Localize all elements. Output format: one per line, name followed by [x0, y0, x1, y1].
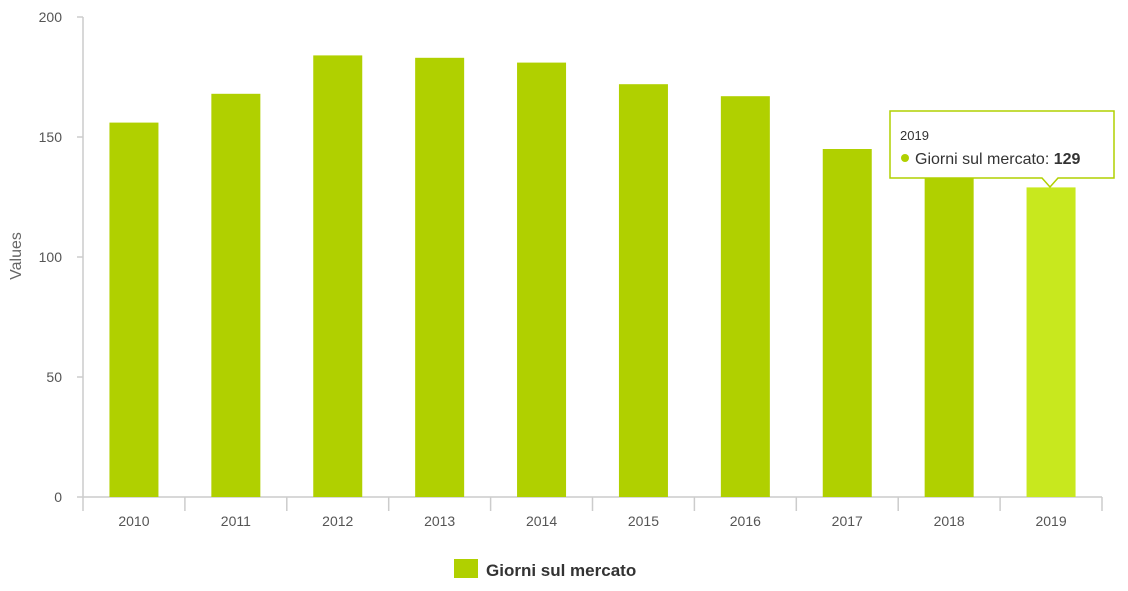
bar-2015[interactable]	[618, 84, 668, 497]
y-tick-label: 150	[39, 129, 63, 145]
tooltip-value: 129	[1054, 151, 1081, 168]
x-tick-label: 2011	[221, 513, 251, 529]
tooltip-box	[889, 110, 1115, 189]
bars	[109, 55, 1076, 498]
x-tick-label: 2012	[322, 513, 353, 529]
tooltip-colon: :	[1045, 151, 1054, 168]
tooltip-series-label: Giorni sul mercato	[915, 151, 1045, 168]
x-tick-label: 2013	[424, 513, 455, 529]
bar-2012[interactable]	[313, 55, 363, 498]
bar-2019[interactable]	[1026, 187, 1076, 497]
tooltip: 2019 Giorni sul mercato: 129	[889, 110, 1115, 189]
y-axis-title: Values	[8, 232, 25, 280]
tooltip-category: 2019	[900, 128, 929, 143]
y-tick-label: 200	[39, 9, 63, 25]
bar-2016[interactable]	[720, 96, 770, 497]
bar-2013[interactable]	[415, 57, 465, 498]
tooltip-value-line: Giorni sul mercato: 129	[915, 151, 1081, 168]
x-tick-label: 2010	[118, 513, 149, 529]
x-axis: 2010 2011 2012 2013 2014 2015 2016 2017 2018 2019	[82, 496, 1103, 529]
x-tick-label: 2017	[832, 513, 863, 529]
bar-2010[interactable]	[109, 122, 159, 497]
y-tick-label: 50	[46, 369, 62, 385]
legend[interactable]: Giorni sul mercato	[454, 559, 636, 580]
y-tick-label: 0	[54, 489, 62, 505]
x-tick-label: 2015	[628, 513, 659, 529]
x-tick-label: 2016	[730, 513, 761, 529]
y-tick-label: 100	[39, 249, 63, 265]
bar-2017[interactable]	[822, 149, 872, 497]
y-axis: 0 50 100 150 200	[39, 9, 84, 505]
bar-2014[interactable]	[517, 62, 567, 497]
x-tick-label: 2019	[1035, 513, 1066, 529]
tooltip-series-marker	[901, 154, 909, 162]
legend-label: Giorni sul mercato	[486, 561, 636, 580]
legend-swatch	[454, 559, 478, 578]
bar-2011[interactable]	[211, 93, 261, 498]
x-tick-label: 2014	[526, 513, 557, 529]
x-tick-label: 2018	[934, 513, 965, 529]
bar-2018[interactable]	[924, 170, 974, 497]
